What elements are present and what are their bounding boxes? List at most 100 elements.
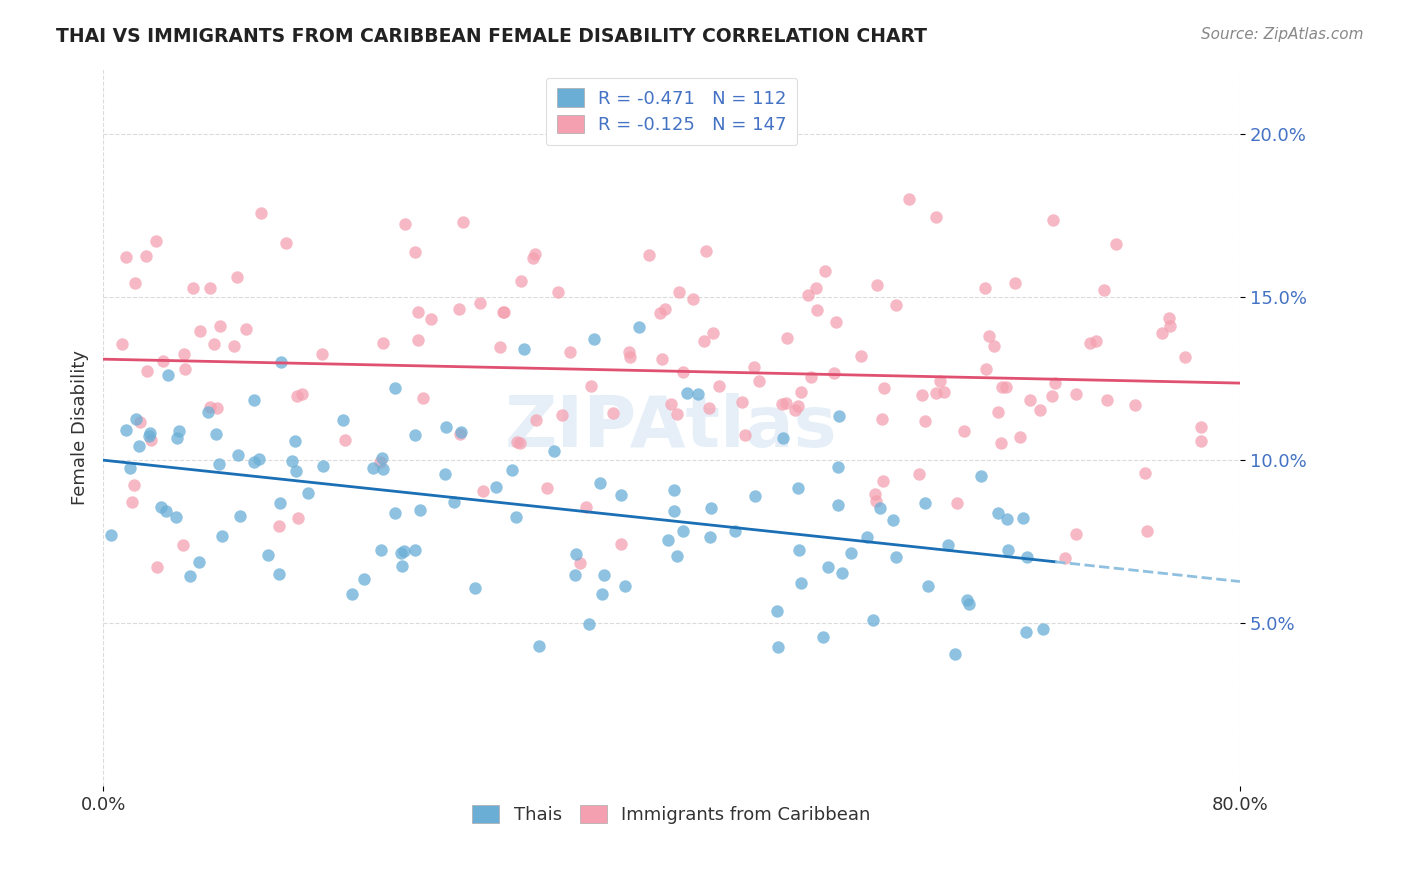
Point: [700, 500, 723, 515]
Point: [284, 464, 307, 478]
Point: [657, 533, 679, 548]
Point: [370, 543, 392, 558]
Point: [946, 496, 969, 510]
Point: [198, 400, 221, 414]
Point: [152, 354, 174, 368]
Point: [610, 488, 633, 502]
Point: [128, 415, 150, 429]
Point: [744, 489, 766, 503]
Point: [1095, 392, 1118, 407]
Point: [1189, 434, 1212, 448]
Point: [856, 530, 879, 544]
Point: [139, 426, 162, 441]
Point: [907, 467, 929, 482]
Point: [451, 215, 474, 229]
Point: [770, 397, 793, 411]
Point: [827, 498, 849, 512]
Point: [943, 647, 966, 661]
Point: [1042, 213, 1064, 227]
Legend: Thais, Immigrants from Caribbean: Thais, Immigrants from Caribbean: [461, 794, 882, 835]
Point: [505, 510, 527, 524]
Point: [412, 391, 434, 405]
Point: [136, 363, 159, 377]
Point: [166, 431, 188, 445]
Point: [527, 639, 550, 653]
Point: [564, 568, 586, 582]
Point: [699, 530, 721, 544]
Point: [869, 501, 891, 516]
Point: [111, 336, 134, 351]
Point: [270, 355, 292, 369]
Point: [872, 474, 894, 488]
Point: [613, 579, 636, 593]
Point: [619, 345, 641, 359]
Point: [208, 457, 231, 471]
Point: [333, 433, 356, 447]
Point: [787, 542, 810, 557]
Point: [100, 528, 122, 542]
Point: [1064, 387, 1087, 401]
Point: [839, 546, 862, 560]
Point: [368, 454, 391, 468]
Point: [817, 560, 839, 574]
Point: [731, 395, 754, 409]
Point: [897, 192, 920, 206]
Point: [581, 379, 603, 393]
Point: [787, 481, 810, 495]
Point: [831, 566, 853, 581]
Point: [501, 463, 523, 477]
Point: [128, 439, 150, 453]
Point: [524, 413, 547, 427]
Point: [224, 339, 246, 353]
Point: [588, 475, 610, 490]
Point: [790, 575, 813, 590]
Point: [672, 524, 695, 538]
Point: [775, 396, 797, 410]
Point: [287, 389, 309, 403]
Point: [536, 481, 558, 495]
Point: [695, 244, 717, 259]
Point: [228, 448, 250, 462]
Point: [208, 319, 231, 334]
Point: [884, 298, 907, 312]
Point: [1078, 335, 1101, 350]
Point: [433, 467, 456, 482]
Point: [1104, 237, 1126, 252]
Point: [707, 379, 730, 393]
Point: [682, 292, 704, 306]
Point: [987, 405, 1010, 419]
Point: [1011, 511, 1033, 525]
Point: [406, 305, 429, 319]
Point: [229, 509, 252, 524]
Point: [956, 592, 979, 607]
Point: [1085, 334, 1108, 349]
Point: [917, 579, 939, 593]
Point: [1150, 326, 1173, 340]
Point: [865, 278, 887, 293]
Point: [697, 401, 720, 415]
Point: [114, 423, 136, 437]
Point: [543, 444, 565, 458]
Point: [450, 425, 472, 439]
Point: [1135, 466, 1157, 480]
Point: [609, 537, 631, 551]
Point: [974, 362, 997, 376]
Point: [995, 512, 1018, 526]
Point: [138, 429, 160, 443]
Point: [932, 385, 955, 400]
Point: [970, 468, 993, 483]
Point: [865, 487, 887, 501]
Point: [484, 480, 506, 494]
Point: [274, 236, 297, 251]
Point: [371, 450, 394, 465]
Point: [1032, 622, 1054, 636]
Point: [804, 281, 827, 295]
Point: [394, 218, 416, 232]
Point: [394, 543, 416, 558]
Point: [207, 401, 229, 415]
Point: [1092, 284, 1115, 298]
Point: [591, 587, 613, 601]
Point: [627, 320, 650, 334]
Point: [225, 270, 247, 285]
Point: [990, 380, 1012, 394]
